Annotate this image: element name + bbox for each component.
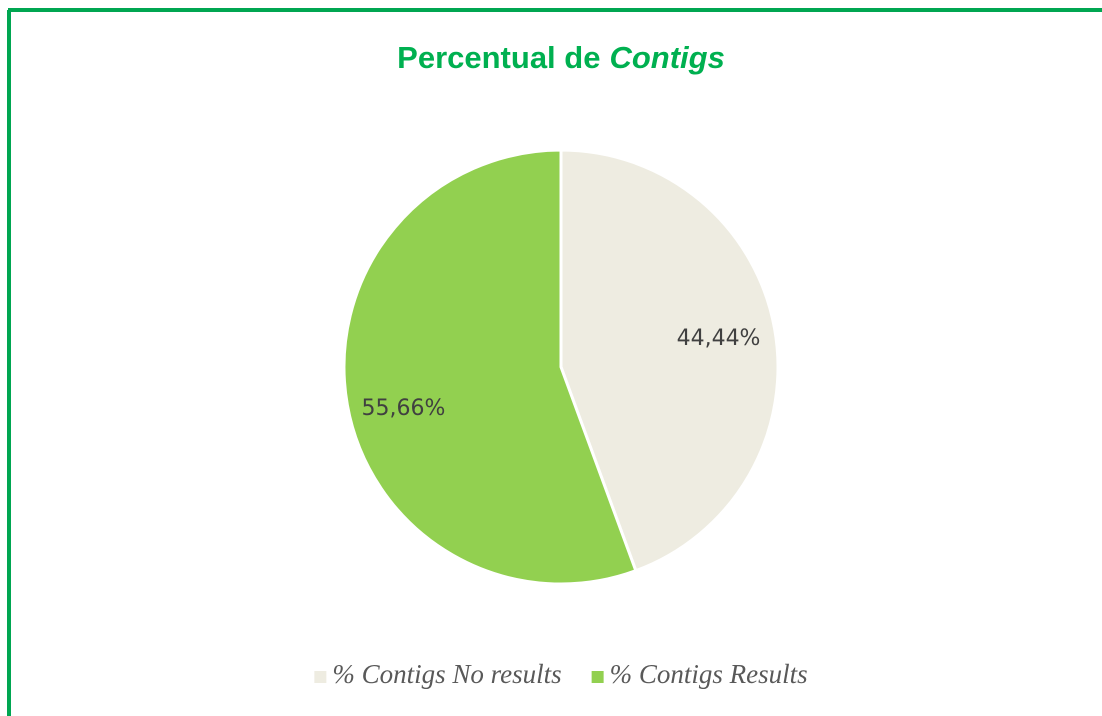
title-part: Contigs: [609, 40, 724, 75]
legend-swatch: [314, 671, 327, 683]
pie-slice: [559, 148, 780, 573]
pie-slice: [342, 148, 638, 586]
legend-label: % Contigs No results: [332, 659, 561, 689]
value-label: 55,66%: [362, 396, 446, 421]
title-part: Percentual de: [397, 40, 600, 75]
value-label: 44,44%: [677, 326, 761, 351]
legend-label: % Contigs Results: [610, 659, 808, 689]
chart-title: Percentual de Contigs: [397, 40, 725, 75]
legend-swatch: [591, 671, 604, 683]
